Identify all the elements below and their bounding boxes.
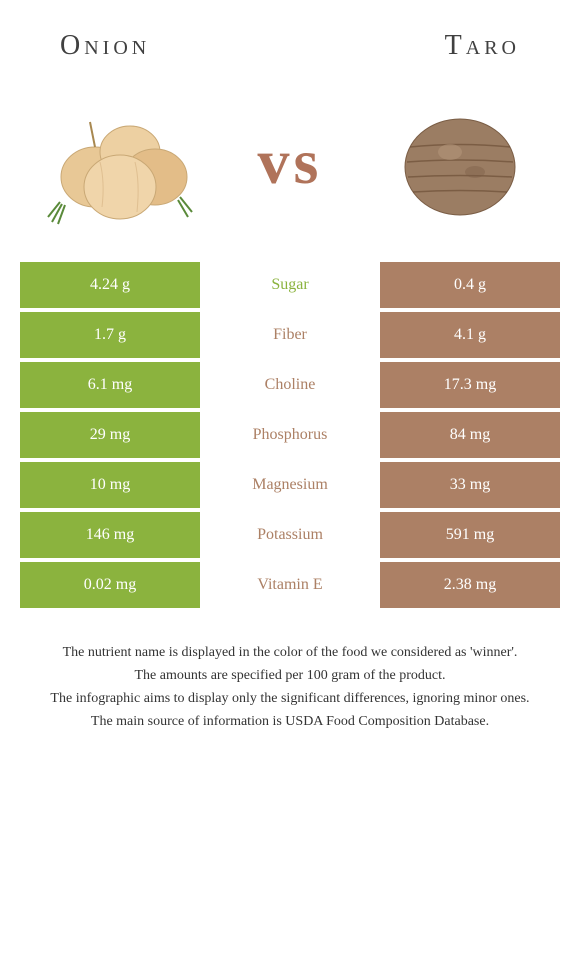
- onion-image: [40, 92, 200, 232]
- nutrient-name: Sugar: [200, 262, 380, 308]
- images-row: vs: [0, 72, 580, 262]
- nutrient-row: 10 mgMagnesium33 mg: [20, 462, 560, 508]
- nutrient-right-value: 84 mg: [380, 412, 560, 458]
- nutrient-name: Choline: [200, 362, 380, 408]
- footer-line: The main source of information is USDA F…: [30, 711, 550, 732]
- nutrient-name: Vitamin E: [200, 562, 380, 608]
- nutrient-row: 4.24 gSugar0.4 g: [20, 262, 560, 308]
- footer-notes: The nutrient name is displayed in the co…: [0, 612, 580, 744]
- nutrient-left-value: 4.24 g: [20, 262, 200, 308]
- nutrient-left-value: 0.02 mg: [20, 562, 200, 608]
- nutrient-row: 146 mgPotassium591 mg: [20, 512, 560, 558]
- nutrient-row: 6.1 mgCholine17.3 mg: [20, 362, 560, 408]
- nutrient-name: Fiber: [200, 312, 380, 358]
- nutrient-right-value: 2.38 mg: [380, 562, 560, 608]
- nutrient-row: 1.7 gFiber4.1 g: [20, 312, 560, 358]
- nutrient-left-value: 1.7 g: [20, 312, 200, 358]
- food-right-title: Taro: [445, 30, 520, 62]
- nutrient-table: 4.24 gSugar0.4 g1.7 gFiber4.1 g6.1 mgCho…: [0, 262, 580, 608]
- nutrient-left-value: 146 mg: [20, 512, 200, 558]
- taro-image: [380, 92, 540, 232]
- nutrient-left-value: 29 mg: [20, 412, 200, 458]
- footer-line: The nutrient name is displayed in the co…: [30, 642, 550, 663]
- nutrient-right-value: 4.1 g: [380, 312, 560, 358]
- nutrient-name: Phosphorus: [200, 412, 380, 458]
- nutrient-name: Potassium: [200, 512, 380, 558]
- nutrient-right-value: 17.3 mg: [380, 362, 560, 408]
- vs-label: vs: [258, 125, 323, 199]
- header-row: Onion Taro: [0, 20, 580, 72]
- footer-line: The amounts are specified per 100 gram o…: [30, 665, 550, 686]
- nutrient-right-value: 591 mg: [380, 512, 560, 558]
- food-left-title: Onion: [60, 30, 150, 62]
- nutrient-left-value: 10 mg: [20, 462, 200, 508]
- nutrient-name: Magnesium: [200, 462, 380, 508]
- footer-line: The infographic aims to display only the…: [30, 688, 550, 709]
- nutrient-row: 29 mgPhosphorus84 mg: [20, 412, 560, 458]
- nutrient-right-value: 33 mg: [380, 462, 560, 508]
- nutrient-row: 0.02 mgVitamin E2.38 mg: [20, 562, 560, 608]
- nutrient-left-value: 6.1 mg: [20, 362, 200, 408]
- nutrient-right-value: 0.4 g: [380, 262, 560, 308]
